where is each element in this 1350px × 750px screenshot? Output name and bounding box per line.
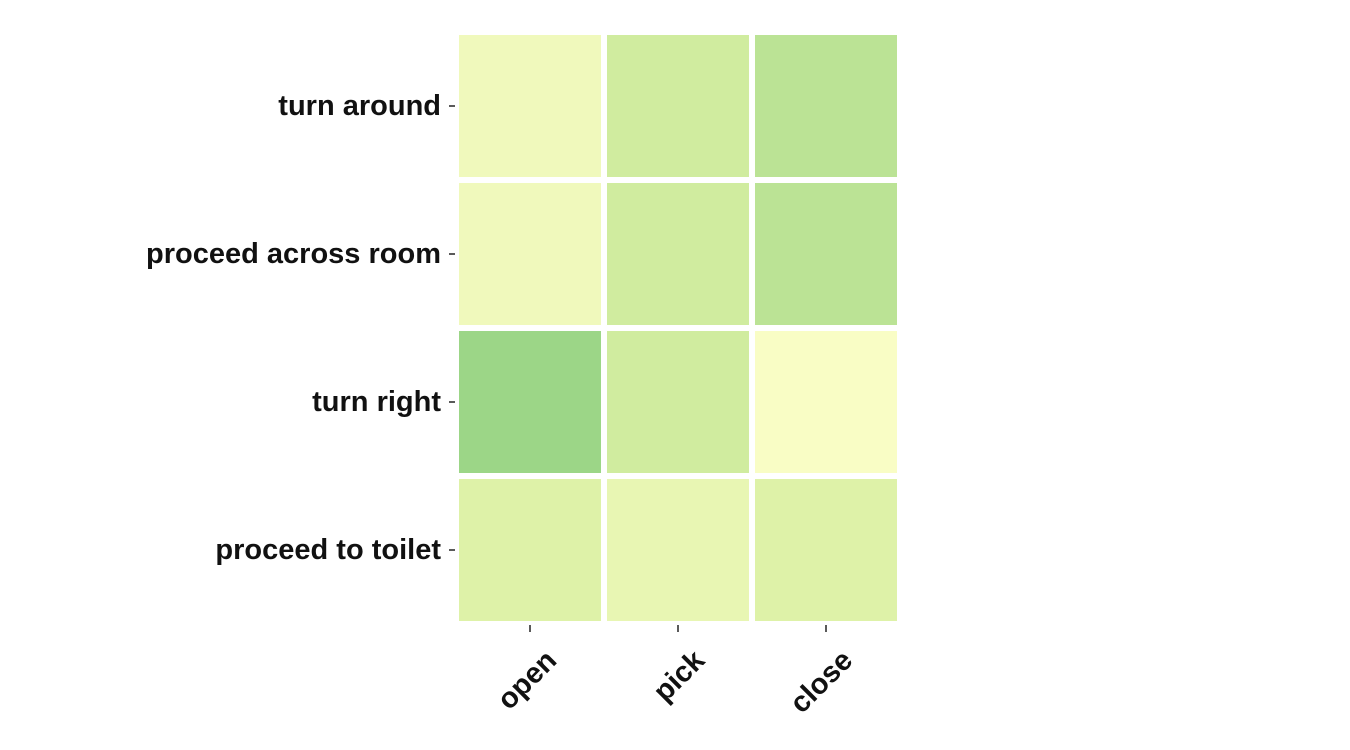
y-tick-label-turn-around: turn around [278, 90, 441, 122]
heatmap-cell-turn-around-close [755, 35, 897, 177]
y-axis: turn around proceed across room turn right… [146, 90, 455, 566]
y-tick-label-turn-right: turn right [312, 386, 441, 418]
heatmap-cell-turn-right-close [755, 331, 897, 473]
heatmap-cell-proceed-to-toilet-close [755, 479, 897, 621]
heatmap-cell-turn-around-pick [607, 35, 749, 177]
heatmap-cells [459, 35, 897, 621]
heatmap-cell-proceed-across-room-close [755, 183, 897, 325]
heatmap-cell-turn-right-open [459, 331, 601, 473]
y-tick-label-proceed-across-room: proceed across room [146, 238, 441, 270]
heatmap-cell-turn-right-pick [607, 331, 749, 473]
x-tick-label-open: open [491, 644, 563, 716]
x-axis: open pick close [491, 625, 859, 720]
heatmap-cell-proceed-across-room-pick [607, 183, 749, 325]
heatmap-cell-turn-around-open [459, 35, 601, 177]
heatmap-cell-proceed-to-toilet-pick [607, 479, 749, 621]
x-tick-label-pick: pick [647, 644, 711, 708]
heatmap-cell-proceed-to-toilet-open [459, 479, 601, 621]
x-tick-label-close: close [784, 644, 859, 719]
heatmap-cell-proceed-across-room-open [459, 183, 601, 325]
y-tick-label-proceed-to-toilet: proceed to toilet [215, 534, 441, 566]
